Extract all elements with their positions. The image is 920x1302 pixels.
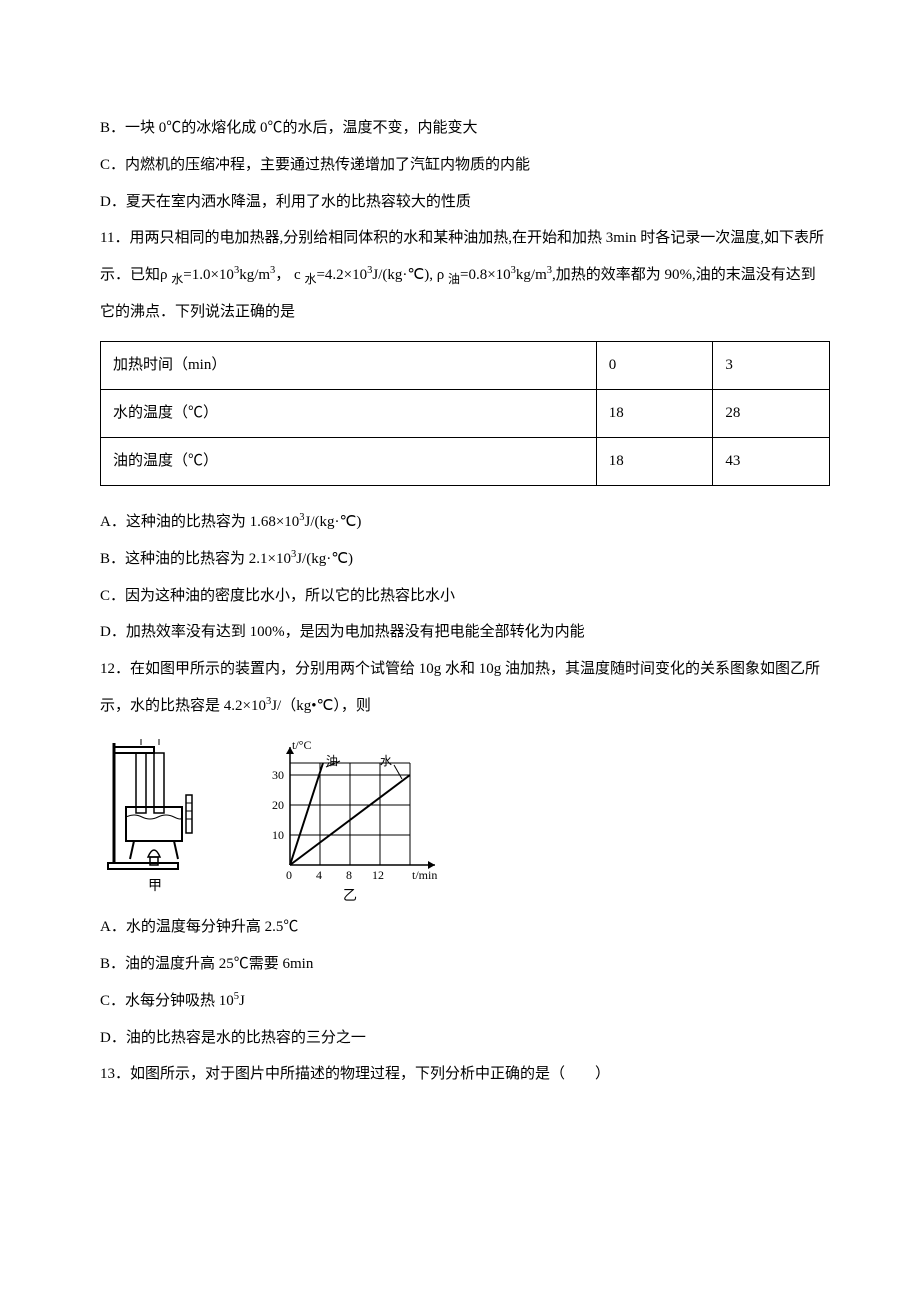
q12-option-c: C．水每分钟吸热 105J — [100, 983, 830, 1020]
q11-option-a: A．这种油的比热容为 1.68×103J/(kg·℃) — [100, 504, 830, 541]
figure-caption: 乙 — [250, 889, 450, 906]
svg-text:0: 0 — [286, 868, 292, 882]
svg-text:10: 10 — [272, 828, 284, 842]
table-row: 水的温度（℃） 18 28 — [101, 390, 830, 438]
table-cell: 18 — [596, 438, 713, 486]
svg-text:t/min: t/min — [412, 868, 437, 882]
q12-figure-a: 甲 — [100, 735, 210, 896]
q10-option-c: C．内燃机的压缩冲程，主要通过热传递增加了汽缸内物质的内能 — [100, 147, 830, 184]
q11-option-c: C．因为这种油的密度比水小，所以它的比热容比水小 — [100, 578, 830, 615]
svg-text:20: 20 — [272, 798, 284, 812]
table-cell: 43 — [713, 438, 830, 486]
figure-caption: 甲 — [100, 879, 210, 896]
svg-text:12: 12 — [372, 868, 384, 882]
table-cell: 油的温度（℃） — [101, 438, 597, 486]
table-row: 油的温度（℃） 18 43 — [101, 438, 830, 486]
q11-table: 加热时间（min） 0 3 水的温度（℃） 18 28 油的温度（℃） 18 4… — [100, 341, 830, 486]
q11-option-b: B．这种油的比热容为 2.1×103J/(kg·℃) — [100, 541, 830, 578]
svg-text:4: 4 — [316, 868, 322, 882]
table-row: 加热时间（min） 0 3 — [101, 342, 830, 390]
table-cell: 18 — [596, 390, 713, 438]
q13-stem: 13．如图所示，对于图片中所描述的物理过程，下列分析中正确的是（ ） — [100, 1056, 830, 1093]
q12-figures: 甲 — [100, 735, 830, 906]
q11-option-d: D．加热效率没有达到 100%，是因为电加热器没有把电能全部转化为内能 — [100, 614, 830, 651]
q11-stem: 11．用两只相同的电加热器,分别给相同体积的水和某种油加热,在开始和加热 3mi… — [100, 220, 830, 331]
table-cell: 3 — [713, 342, 830, 390]
apparatus-icon — [100, 735, 210, 875]
q12-option-d: D．油的比热容是水的比热容的三分之一 — [100, 1020, 830, 1057]
svg-text:30: 30 — [272, 768, 284, 782]
svg-text:水: 水 — [380, 754, 392, 768]
q10-option-d: D．夏天在室内洒水降温，利用了水的比热容较大的性质 — [100, 184, 830, 221]
page: B．一块 0℃的冰熔化成 0℃的水后，温度不变，内能变大 C．内燃机的压缩冲程，… — [0, 0, 920, 1173]
table-cell: 0 — [596, 342, 713, 390]
svg-text:t/°C: t/°C — [292, 738, 311, 752]
table-cell: 加热时间（min） — [101, 342, 597, 390]
q10-option-b: B．一块 0℃的冰熔化成 0℃的水后，温度不变，内能变大 — [100, 110, 830, 147]
q12-option-a: A．水的温度每分钟升高 2.5℃ — [100, 909, 830, 946]
q12-option-b: B．油的温度升高 25℃需要 6min — [100, 946, 830, 983]
table-cell: 水的温度（℃） — [101, 390, 597, 438]
q12-figure-b: 油 水 10 20 30 0 4 8 12 t/°C t/min 乙 — [250, 735, 450, 906]
table-cell: 28 — [713, 390, 830, 438]
q12-stem: 12．在如图甲所示的装置内，分别用两个试管给 10g 水和 10g 油加热，其温… — [100, 651, 830, 725]
chart-line: 油 水 10 20 30 0 4 8 12 t/°C t/min — [250, 735, 450, 885]
svg-text:8: 8 — [346, 868, 352, 882]
